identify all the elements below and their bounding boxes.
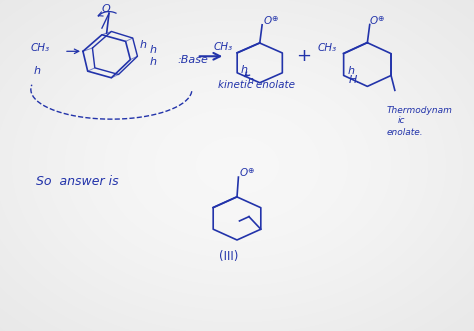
Text: h: h (33, 67, 40, 76)
Text: O: O (264, 16, 272, 26)
Text: O: O (370, 16, 378, 25)
Text: :Base: :Base (178, 55, 209, 65)
Text: CH₃: CH₃ (31, 43, 50, 53)
Text: enolate.: enolate. (386, 128, 423, 137)
Text: ⊕: ⊕ (247, 166, 254, 175)
Text: So  answer is: So answer is (36, 175, 118, 188)
Text: h: h (140, 40, 147, 50)
Text: h: h (347, 66, 355, 76)
Text: ⊕: ⊕ (272, 14, 278, 23)
Text: h: h (241, 65, 248, 75)
Text: CH₃: CH₃ (213, 42, 232, 52)
Text: h: h (149, 57, 156, 67)
Text: ⊕: ⊕ (378, 14, 384, 23)
Text: H.: H. (348, 75, 360, 85)
Text: kinetic enolate: kinetic enolate (218, 80, 295, 90)
Text: ic: ic (397, 116, 405, 125)
Text: Thermodynam: Thermodynam (386, 106, 452, 115)
Text: n: n (248, 76, 254, 86)
Text: CH₃: CH₃ (318, 43, 337, 53)
Text: (III): (III) (219, 250, 238, 263)
Text: O: O (102, 4, 110, 14)
Text: h: h (149, 45, 156, 55)
Text: O: O (239, 168, 247, 178)
Text: +: + (296, 47, 311, 65)
